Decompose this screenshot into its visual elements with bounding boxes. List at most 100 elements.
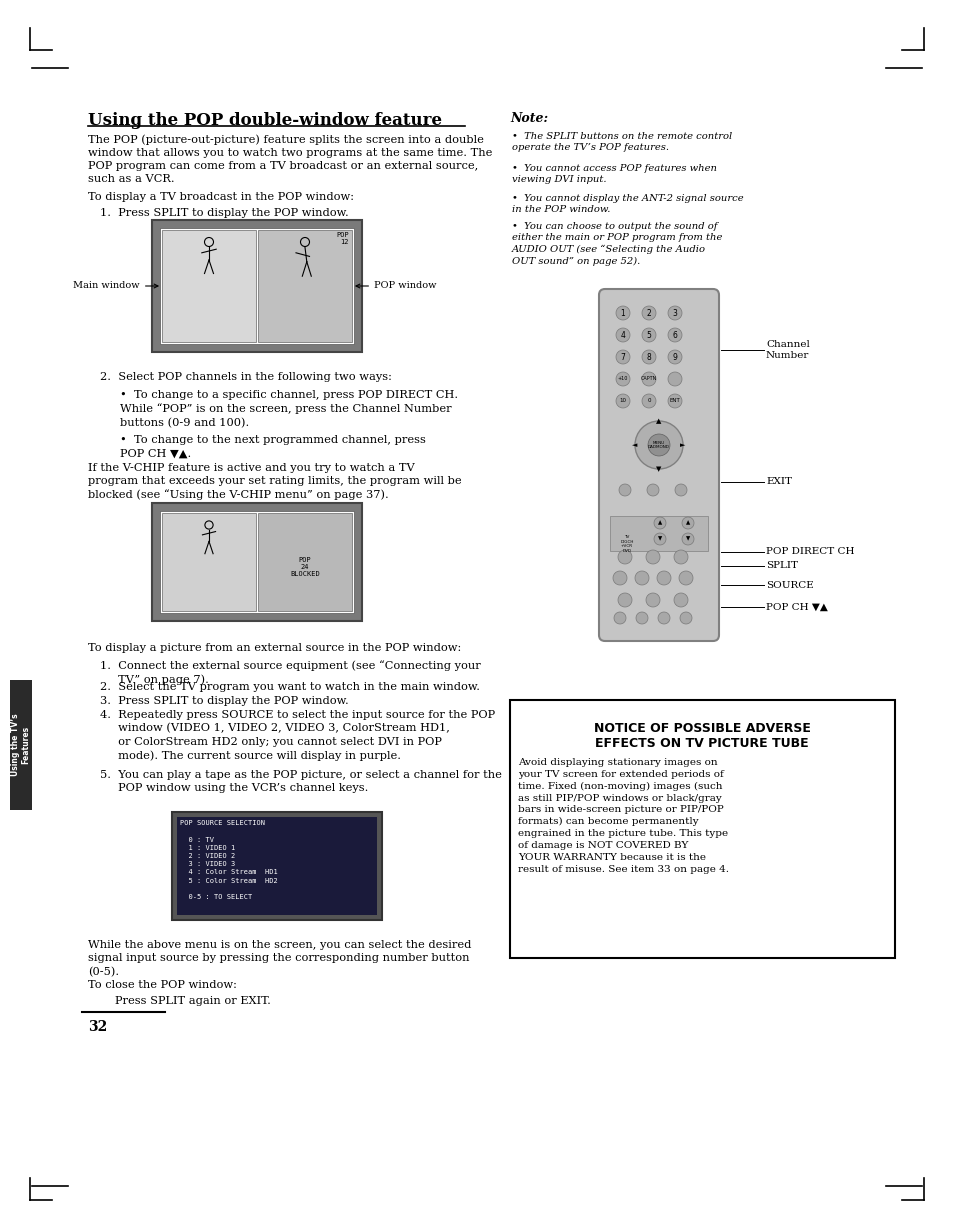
Text: 4: 4 <box>619 330 625 340</box>
Text: Channel
Number: Channel Number <box>765 340 809 359</box>
Circle shape <box>616 394 629 408</box>
Circle shape <box>613 570 626 585</box>
Circle shape <box>657 570 670 585</box>
Bar <box>172 812 381 920</box>
Text: MENU
DADMOND: MENU DADMOND <box>647 440 669 450</box>
Text: 1.  Press SPLIT to display the POP window.: 1. Press SPLIT to display the POP window… <box>100 207 349 218</box>
Text: 1: 1 <box>620 309 625 317</box>
Circle shape <box>641 350 656 364</box>
Circle shape <box>645 593 659 607</box>
Bar <box>160 511 354 613</box>
Text: 5.  You can play a tape as the POP picture, or select a channel for the
     POP: 5. You can play a tape as the POP pictur… <box>100 769 501 794</box>
Circle shape <box>641 394 656 408</box>
Text: Avoid displaying stationary images on
your TV screen for extended periods of
tim: Avoid displaying stationary images on yo… <box>517 759 728 873</box>
Text: Main window: Main window <box>73 281 158 291</box>
Text: Press SPLIT again or EXIT.: Press SPLIT again or EXIT. <box>115 996 271 1006</box>
Circle shape <box>618 593 631 607</box>
Text: •  You cannot access POP features when
viewing DVI input.: • You cannot access POP features when vi… <box>512 164 717 185</box>
Circle shape <box>616 328 629 343</box>
Text: 2.  Select POP channels in the following two ways:: 2. Select POP channels in the following … <box>100 371 392 382</box>
Text: While the above menu is on the screen, you can select the desired
signal input s: While the above menu is on the screen, y… <box>88 939 471 977</box>
Text: POP DIRECT CH: POP DIRECT CH <box>765 548 854 556</box>
Bar <box>160 228 354 344</box>
Circle shape <box>673 550 687 564</box>
Text: Using the TV’s
Features: Using the TV’s Features <box>11 714 30 777</box>
Circle shape <box>635 570 648 585</box>
Circle shape <box>667 328 681 343</box>
Circle shape <box>635 421 682 469</box>
Circle shape <box>641 306 656 320</box>
Circle shape <box>679 611 691 624</box>
Text: ◄: ◄ <box>632 443 637 447</box>
Text: POP CH ▼▲: POP CH ▼▲ <box>765 603 827 611</box>
Circle shape <box>616 371 629 386</box>
Bar <box>10 680 32 810</box>
Circle shape <box>681 533 693 545</box>
Text: •  You cannot display the ANT-2 signal source
in the POP window.: • You cannot display the ANT-2 signal so… <box>512 194 742 215</box>
Text: ▼: ▼ <box>656 466 661 472</box>
Bar <box>257 513 352 611</box>
Circle shape <box>654 533 665 545</box>
FancyBboxPatch shape <box>598 289 719 642</box>
Text: 1.  Connect the external source equipment (see “Connecting your
     TV” on page: 1. Connect the external source equipment… <box>100 660 480 685</box>
Text: If the V-CHIP feature is active and you try to watch a TV
program that exceeds y: If the V-CHIP feature is active and you … <box>88 463 461 500</box>
Circle shape <box>667 394 681 408</box>
Text: 8: 8 <box>646 352 651 362</box>
Text: 10: 10 <box>618 398 626 404</box>
Circle shape <box>641 328 656 343</box>
Circle shape <box>667 306 681 320</box>
Text: ▼: ▼ <box>685 537 689 541</box>
Circle shape <box>616 350 629 364</box>
Circle shape <box>679 570 692 585</box>
Text: •  The SPLIT buttons on the remote control
operate the TV’s POP features.: • The SPLIT buttons on the remote contro… <box>512 131 732 152</box>
Text: 5: 5 <box>646 330 651 340</box>
Circle shape <box>647 434 669 456</box>
Text: •  You can choose to output the sound of
either the main or POP program from the: • You can choose to output the sound of … <box>512 222 721 267</box>
Text: POP
24
BLOCKED: POP 24 BLOCKED <box>290 557 319 576</box>
Text: ▲: ▲ <box>685 521 689 526</box>
Circle shape <box>658 611 669 624</box>
Bar <box>152 503 361 621</box>
Circle shape <box>614 611 625 624</box>
Circle shape <box>618 550 631 564</box>
Text: •  To change to the next programmed channel, press
POP CH ▼▲.: • To change to the next programmed chann… <box>120 435 425 458</box>
Text: 7: 7 <box>619 352 625 362</box>
Bar <box>162 230 255 343</box>
Text: 6: 6 <box>672 330 677 340</box>
Text: To display a TV broadcast in the POP window:: To display a TV broadcast in the POP win… <box>88 192 354 201</box>
Text: The POP (picture-out-picture) feature splits the screen into a double
window tha: The POP (picture-out-picture) feature sp… <box>88 134 492 185</box>
Bar <box>609 516 707 551</box>
Text: ▼: ▼ <box>658 537 661 541</box>
Circle shape <box>667 350 681 364</box>
Text: ENT: ENT <box>669 398 679 404</box>
Text: 0: 0 <box>646 398 650 404</box>
Bar <box>510 699 894 958</box>
Circle shape <box>646 484 659 496</box>
Text: Using the POP double-window feature: Using the POP double-window feature <box>88 112 441 129</box>
Bar <box>177 816 376 915</box>
Text: NOTICE OF POSSIBLE ADVERSE
EFFECTS ON TV PICTURE TUBE: NOTICE OF POSSIBLE ADVERSE EFFECTS ON TV… <box>593 722 810 750</box>
Text: 4.  Repeatedly press SOURCE to select the input source for the POP
     window (: 4. Repeatedly press SOURCE to select the… <box>100 710 495 761</box>
Text: EXIT: EXIT <box>765 478 791 486</box>
Text: POP
12: POP 12 <box>335 232 349 245</box>
Bar <box>162 513 255 611</box>
Text: TV
DIGCH
+VCR
DVD: TV DIGCH +VCR DVD <box>619 535 633 552</box>
Circle shape <box>616 306 629 320</box>
Text: 3.  Press SPLIT to display the POP window.: 3. Press SPLIT to display the POP window… <box>100 696 349 706</box>
Text: ▲: ▲ <box>656 418 661 425</box>
Circle shape <box>667 371 681 386</box>
Circle shape <box>654 517 665 529</box>
Text: +10: +10 <box>618 376 627 381</box>
Circle shape <box>618 484 630 496</box>
Text: 2.  Select the TV program you want to watch in the main window.: 2. Select the TV program you want to wat… <box>100 683 479 692</box>
Text: SOURCE: SOURCE <box>765 580 813 590</box>
Circle shape <box>675 484 686 496</box>
Text: POP SOURCE SELECTION

  0 : TV
  1 : VIDEO 1
  2 : VIDEO 2
  3 : VIDEO 3
  4 : C: POP SOURCE SELECTION 0 : TV 1 : VIDEO 1 … <box>180 820 277 900</box>
Text: •  To change to a specific channel, press POP DIRECT CH.
While “POP” is on the s: • To change to a specific channel, press… <box>120 390 457 428</box>
Circle shape <box>673 593 687 607</box>
Bar <box>152 219 361 352</box>
Text: 9: 9 <box>672 352 677 362</box>
Text: 2: 2 <box>646 309 651 317</box>
Text: ►: ► <box>679 443 685 447</box>
Circle shape <box>681 517 693 529</box>
